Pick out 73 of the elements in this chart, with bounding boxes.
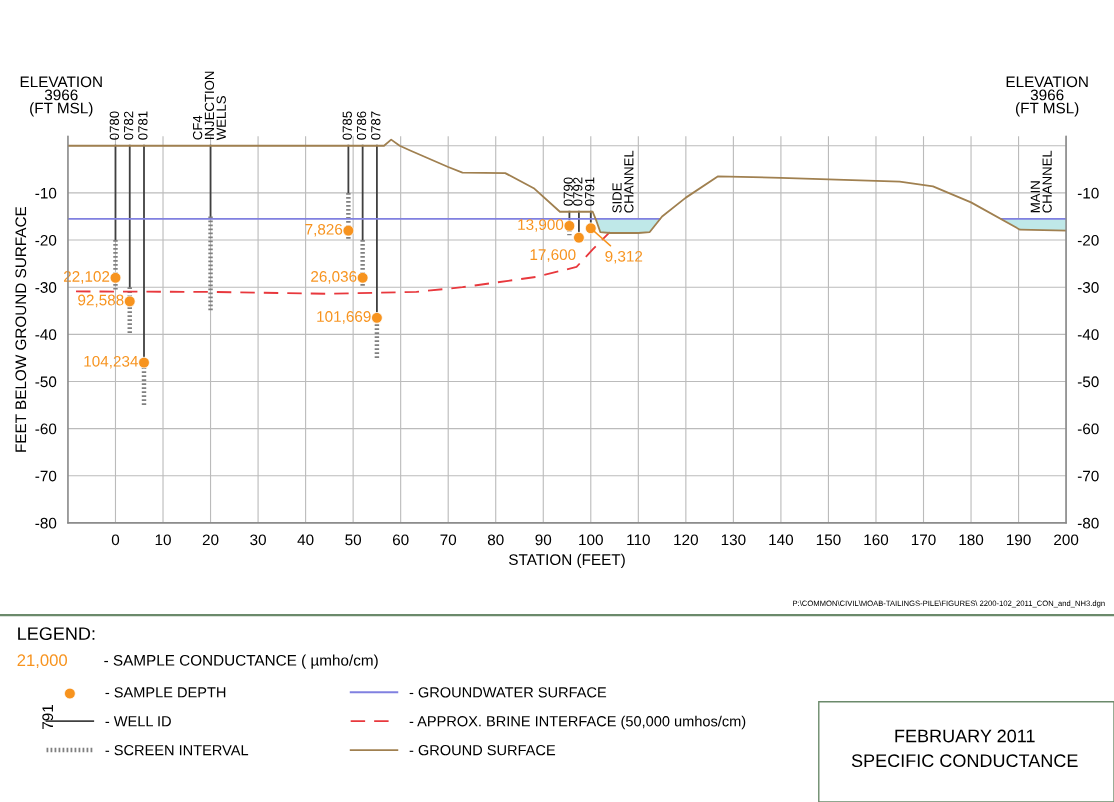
- annotation: 22,102: [63, 271, 110, 284]
- y-tick-label: -30: [35, 282, 57, 293]
- annotation: 13,900: [518, 219, 564, 232]
- y-tick-label: -40: [35, 329, 57, 341]
- y2-tick-label: -40: [1077, 329, 1099, 341]
- annotation: 0786: [356, 111, 367, 140]
- x-tick-label: 70: [440, 534, 457, 546]
- x-tick-label: 80: [487, 534, 504, 546]
- y2-tick-label: -10: [1077, 187, 1099, 199]
- annotation: MAIN CHANNEL: [1030, 150, 1052, 213]
- x-tick-label: 190: [1006, 534, 1031, 546]
- x-tick-label: 110: [627, 534, 650, 546]
- legend-label: - APPROX. BRINE INTERFACE (50,000 umhos/cm): [409, 715, 746, 730]
- annotation: 0787: [371, 111, 381, 140]
- y-tick-label: -70: [35, 470, 57, 482]
- legend-label: - GROUND SURFACE: [409, 745, 556, 756]
- x-tick-label: 180: [959, 534, 984, 546]
- y2-tick-label: -50: [1077, 376, 1099, 388]
- annotation: 17,600: [530, 249, 576, 262]
- x-tick-label: 20: [202, 534, 219, 546]
- legend-label: - SCREEN INTERVAL: [105, 745, 249, 756]
- text: 21,000: [17, 654, 68, 669]
- y2-tick-label: -30: [1077, 282, 1099, 293]
- y-tick-label: -10: [35, 187, 57, 199]
- annotation: 0782: [123, 111, 134, 140]
- x-tick-label: 120: [674, 534, 698, 546]
- legend-label: - WELL ID: [105, 716, 171, 727]
- x-tick-label: 140: [769, 534, 794, 546]
- y-axis-title: FEET BELOW GROUND SURFACE: [15, 206, 27, 452]
- y2-tick-label: -80: [1077, 517, 1099, 529]
- text: FEBRUARY 2011 SPECIFIC CONDUCTANCE: [851, 729, 1078, 768]
- x-axis-title: STATION (FEET): [509, 553, 625, 569]
- y-tick-label: -80: [35, 517, 57, 529]
- y-tick-label: -50: [35, 376, 57, 388]
- x-tick-label: 100: [579, 534, 603, 546]
- y2-tick-label: -70: [1077, 470, 1099, 482]
- annotation: 101,669: [317, 311, 371, 324]
- x-tick-label: 170: [911, 534, 936, 546]
- x-tick-label: 200: [1054, 534, 1079, 546]
- x-tick-label: 60: [392, 534, 409, 546]
- annotation: SIDE CHANNEL: [612, 150, 634, 213]
- annotation: 0781: [138, 111, 148, 140]
- text: - SAMPLE CONDUCTANCE ( µmho/cm): [104, 654, 378, 669]
- annotation: 0791: [584, 177, 595, 206]
- annotation: 9,312: [605, 250, 643, 264]
- x-tick-label: 0: [111, 534, 120, 546]
- x-tick-label: 130: [721, 534, 746, 546]
- x-tick-label: 150: [816, 534, 841, 546]
- x-tick-label: 30: [250, 534, 266, 546]
- x-tick-label: 10: [155, 534, 171, 546]
- legend-title: LEGEND:: [18, 627, 95, 641]
- text: 791: [42, 704, 54, 729]
- x-tick-label: 40: [297, 534, 314, 546]
- y-tick-label: -20: [35, 234, 57, 246]
- y-tick-label: -60: [35, 423, 57, 435]
- annotation: 0780: [109, 111, 120, 140]
- annotation: 0785: [342, 111, 352, 140]
- y2-tick-label: -20: [1077, 234, 1099, 246]
- annotation: 0792: [573, 177, 583, 206]
- legend-label: - SAMPLE DEPTH: [105, 687, 226, 698]
- annotation: 92,588: [78, 294, 124, 308]
- x-tick-label: 50: [345, 534, 362, 546]
- annotation: 0790: [563, 177, 573, 206]
- x-tick-label: 160: [864, 534, 889, 546]
- annotation: 7,826: [305, 223, 343, 237]
- y2-tick-label: -60: [1077, 423, 1099, 435]
- text: ELEVATION 3966 (FT MSL): [1006, 76, 1088, 117]
- x-tick-label: 90: [535, 534, 552, 546]
- text: ELEVATION 3966 (FT MSL): [20, 76, 102, 117]
- annotation: 104,234: [84, 355, 139, 369]
- annotation: 26,036: [311, 271, 357, 284]
- annotation: CF4 INJECTION WELLS: [192, 71, 226, 141]
- legend-label: - GROUNDWATER SURFACE: [409, 687, 607, 698]
